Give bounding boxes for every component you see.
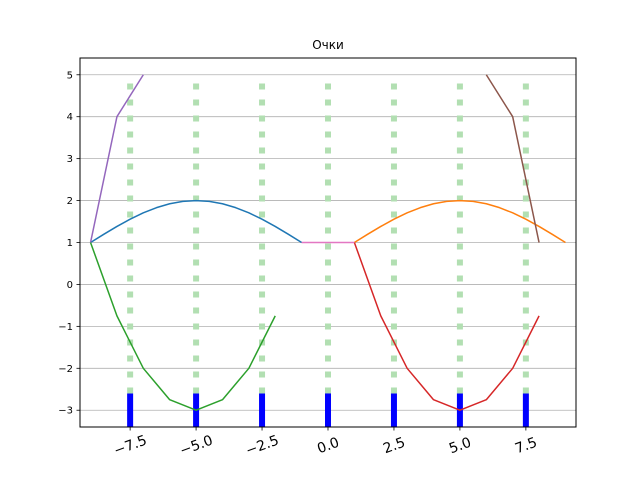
y-tick-label: −1 <box>58 322 73 333</box>
y-tick-label: 0 <box>67 280 73 291</box>
series-line-4 <box>353 242 540 411</box>
vertical-dotted-lines <box>127 74 529 394</box>
series-line-5 <box>89 74 144 243</box>
y-tick-label: 5 <box>67 70 73 81</box>
chart-title: Очки <box>312 38 344 52</box>
series-line-2 <box>353 199 566 244</box>
y-tick-label: −2 <box>58 364 73 375</box>
y-tick-label: 1 <box>67 238 73 249</box>
series-lines <box>89 74 566 411</box>
y-tick-label: 2 <box>67 196 73 207</box>
y-tick-label: 3 <box>67 154 73 165</box>
x-tick-label: 7.5 <box>513 435 539 458</box>
x-tick-label: 2.5 <box>381 435 407 458</box>
y-tick-label: −3 <box>58 406 73 417</box>
plot-area <box>79 57 577 428</box>
blue-bars <box>127 393 529 427</box>
y-axis: −3 −2 −1 0 1 2 3 4 5 <box>58 70 80 417</box>
x-tick-label: 0.0 <box>315 435 341 458</box>
series-line-1 <box>90 199 303 244</box>
series-line-3 <box>89 242 276 411</box>
y-tick-label: 4 <box>67 112 73 123</box>
series-line-6 <box>485 74 540 243</box>
x-tick-label: 5.0 <box>447 435 473 458</box>
